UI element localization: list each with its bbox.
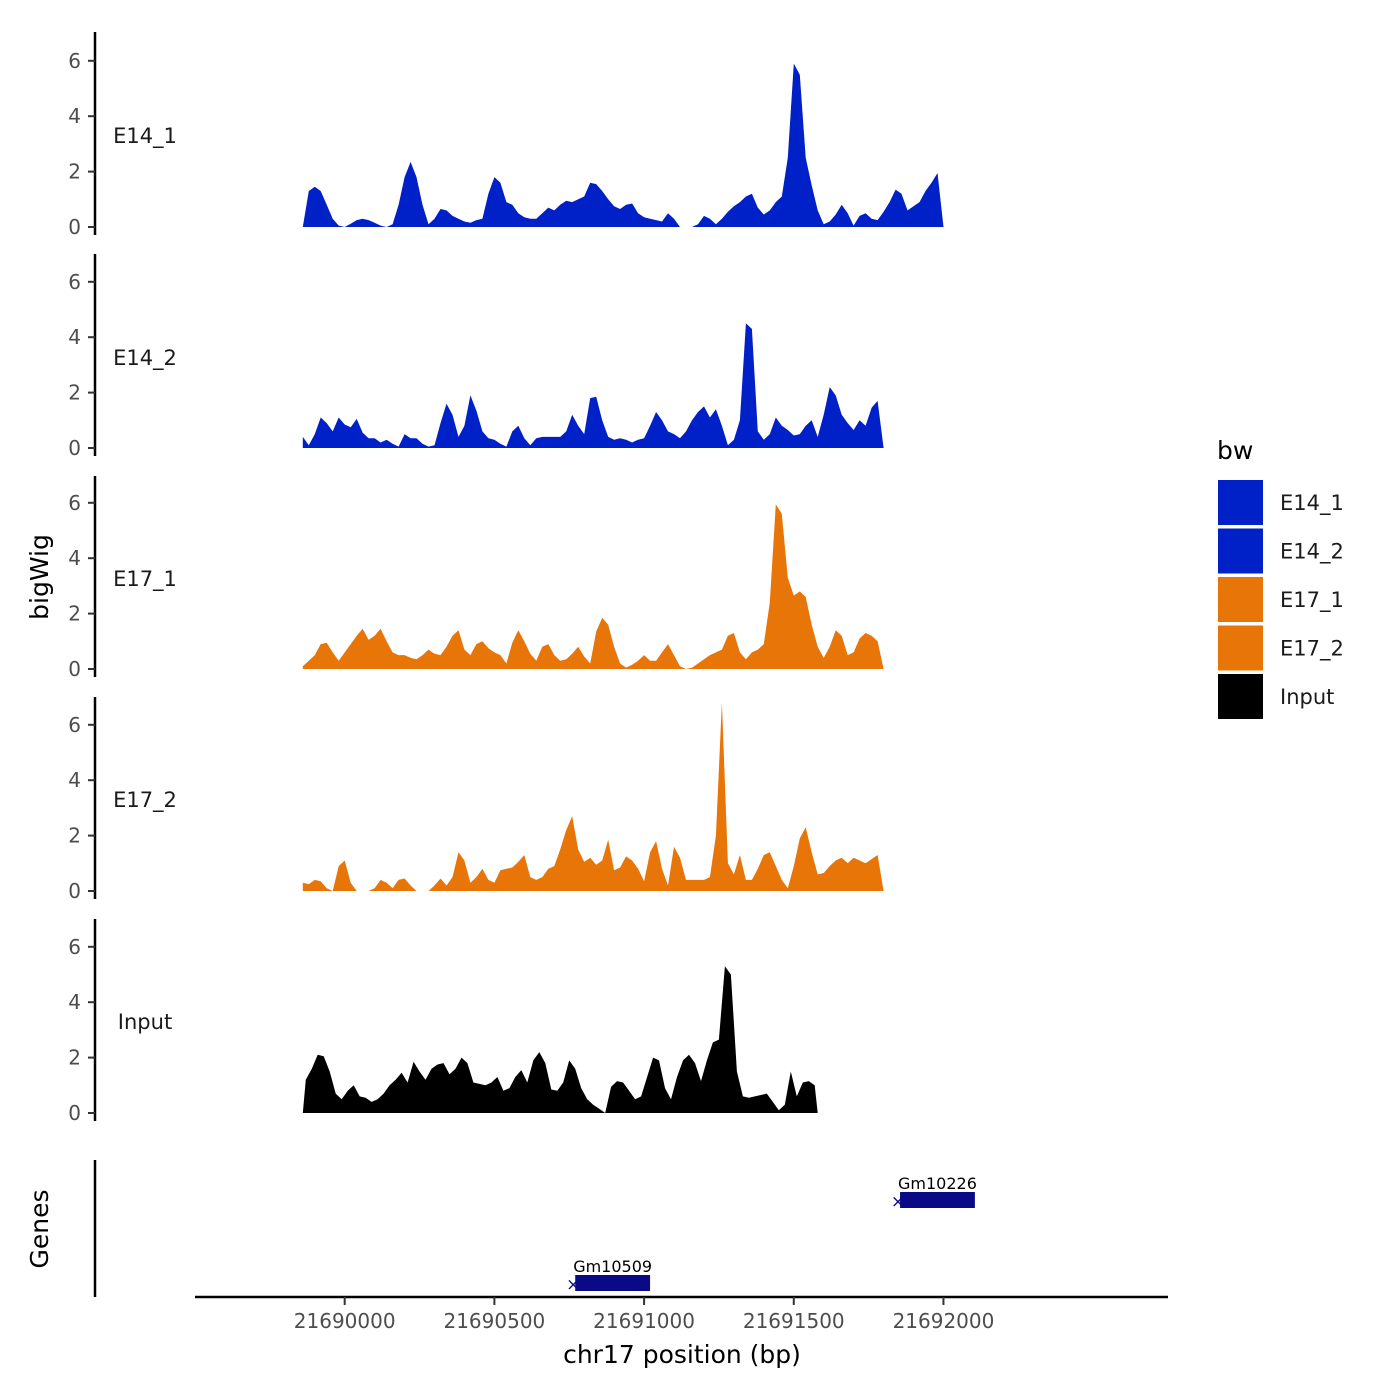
track-label: E17_1 (113, 567, 177, 592)
legend-item: E17_1 (1218, 577, 1344, 622)
y-tick-label: 2 (68, 602, 81, 626)
gene-body (900, 1192, 975, 1208)
legend: bw E14_1 E14_2 E17_1 E17_2 Input (1217, 436, 1344, 719)
x-tick-label: 21690500 (443, 1309, 545, 1333)
track-label: E17_2 (113, 788, 177, 813)
y-tick-label: 2 (68, 824, 81, 848)
legend-item: E14_1 (1218, 480, 1344, 525)
strand-marker-icon: × (891, 1192, 905, 1212)
y-tick-label: 0 (68, 657, 81, 681)
y-tick-label: 6 (68, 491, 81, 515)
x-tick-label: 21691500 (743, 1309, 845, 1333)
legend-label: E14_1 (1280, 491, 1344, 516)
y-tick-label: 2 (68, 160, 81, 184)
y-axis-title: bigWig (25, 534, 54, 620)
track-e14-1: 0 2 4 6 E14_1 (68, 32, 944, 239)
y-tick-label: 4 (68, 325, 81, 349)
track-label: E14_2 (113, 346, 177, 371)
coverage-area-e17-1 (302, 504, 884, 669)
coverage-area-e14-2 (302, 323, 884, 448)
x-axis-title: chr17 position (bp) (563, 1340, 801, 1369)
legend-label: Input (1280, 685, 1334, 709)
y-tick-label: 6 (68, 49, 81, 73)
track-e17-2: 0 2 4 6 E17_2 (68, 697, 884, 903)
gene-body (575, 1275, 651, 1291)
legend-label: E17_2 (1280, 637, 1344, 662)
y-tick-label: 4 (68, 546, 81, 570)
legend-item: E14_2 (1218, 528, 1344, 574)
gene-label: Gm10226 (898, 1174, 977, 1193)
y-tick-label: 6 (68, 270, 81, 294)
gene-label: Gm10509 (573, 1257, 652, 1276)
legend-label: E17_1 (1280, 588, 1344, 613)
y-tick-label: 6 (68, 713, 81, 737)
y-tick-label: 4 (68, 768, 81, 792)
legend-swatch (1218, 528, 1263, 574)
y-tick-label: 6 (68, 935, 81, 959)
gene-gm10509: ×Gm10509 (566, 1257, 652, 1295)
legend-item: Input (1218, 674, 1334, 719)
legend-swatch (1218, 625, 1263, 671)
y-tick-label: 0 (68, 879, 81, 903)
x-axis: 21690000 21690500 21691000 21691500 21692000 (195, 1295, 1168, 1333)
legend-swatch (1218, 674, 1263, 719)
track-e14-2: 0 2 4 6 E14_2 (68, 254, 884, 460)
legend-swatch (1218, 480, 1263, 525)
x-tick-label: 21691000 (593, 1309, 695, 1333)
coverage-area-input (302, 966, 818, 1113)
x-tick-label: 21692000 (893, 1309, 995, 1333)
track-label: Input (118, 1010, 172, 1034)
coverage-area-e17-2 (302, 702, 884, 891)
y-tick-label: 4 (68, 104, 81, 128)
coverage-area-e14-1 (302, 63, 944, 227)
legend-title: bw (1217, 436, 1253, 465)
y-tick-label: 4 (68, 990, 81, 1014)
strand-marker-icon: × (566, 1275, 580, 1295)
gene-gm10226: ×Gm10226 (891, 1174, 977, 1212)
track-e17-1: 0 2 4 6 E17_1 (68, 476, 884, 681)
track-panels: 0 2 4 6 E14_1 0 2 4 6 E14_2 0 2 4 6 E17_1 0 2 4 6 E17_2 0 2 4 6… (68, 32, 944, 1125)
legend-item: E17_2 (1218, 625, 1344, 671)
y-tick-label: 0 (68, 1101, 81, 1125)
track-input: 0 2 4 6 Input (68, 919, 818, 1125)
genes-axis-title: Genes (25, 1189, 54, 1268)
y-tick-label: 2 (68, 381, 81, 405)
legend-swatch (1218, 577, 1263, 622)
y-tick-label: 0 (68, 215, 81, 239)
y-tick-label: 2 (68, 1046, 81, 1070)
legend-label: E14_2 (1280, 540, 1344, 565)
track-label: E14_1 (113, 124, 177, 149)
gene-track: ×Gm10509×Gm10226 (93, 1160, 977, 1297)
y-tick-label: 0 (68, 436, 81, 460)
x-tick-label: 21690000 (294, 1309, 396, 1333)
